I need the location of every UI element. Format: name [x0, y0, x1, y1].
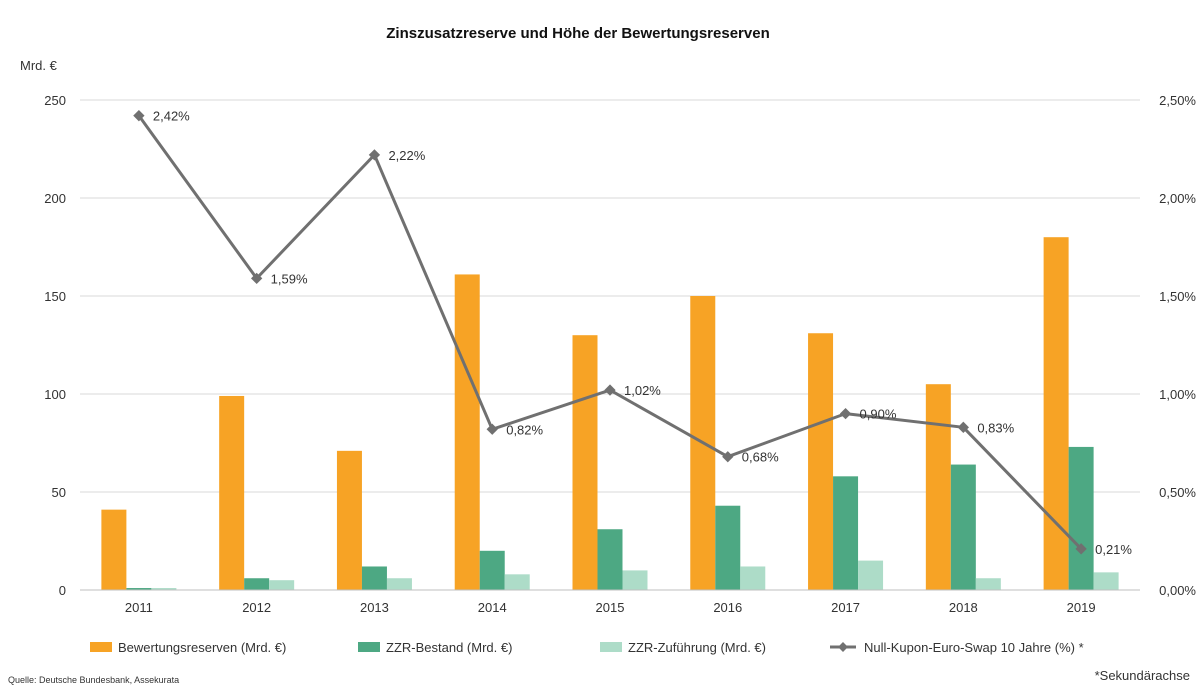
y-tick-label: 100	[44, 387, 66, 402]
bar-2019-series-1	[1043, 237, 1069, 590]
swap-rate-data-label: 0,90%	[860, 407, 897, 422]
x-tick-label: 2013	[360, 600, 389, 615]
bar-2019-series-2	[1068, 446, 1094, 590]
x-tick-label: 2017	[831, 600, 860, 615]
bar-2011-series-3	[151, 588, 177, 590]
x-tick-label: 2018	[949, 600, 978, 615]
bar-2019-series-3	[1093, 572, 1119, 590]
bar-2011-series-1	[101, 509, 127, 590]
secondary-tick-label: 2,00%	[1159, 191, 1196, 206]
secondary-tick-label: 2,50%	[1159, 93, 1196, 108]
chart-title: Zinszusatzreserve und Höhe der Bewertung…	[386, 25, 769, 42]
bar-2018-series-1	[925, 384, 951, 590]
y-tick-label: 0	[59, 583, 66, 598]
bar-2013-series-3	[386, 578, 412, 590]
x-tick-label: 2011	[125, 600, 153, 615]
swap-rate-data-label: 1,02%	[624, 383, 661, 398]
x-tick-label: 2012	[242, 600, 271, 615]
bar-2012-series-3	[269, 580, 295, 590]
y-tick-label: 250	[44, 93, 66, 108]
swap-rate-marker	[1075, 543, 1087, 555]
bar-2016-series-3	[740, 566, 766, 590]
bar-2017-series-3	[858, 560, 884, 590]
swap-rate-marker	[604, 384, 616, 396]
secondary-tick-label: 1,00%	[1159, 387, 1196, 402]
legend-label: ZZR-Zuführung (Mrd. €)	[628, 640, 766, 655]
y-tick-label: 150	[44, 289, 66, 304]
legend-label: Null-Kupon-Euro-Swap 10 Jahre (%) *	[864, 640, 1084, 655]
x-tick-label: 2016	[713, 600, 742, 615]
swap-rate-data-label: 0,68%	[742, 450, 779, 465]
bar-2014-series-2	[479, 550, 505, 590]
swap-rate-data-label: 0,83%	[977, 420, 1014, 435]
bar-2018-series-3	[975, 578, 1001, 590]
swap-rate-data-label: 0,82%	[506, 422, 543, 437]
swap-rate-data-label: 1,59%	[271, 271, 308, 286]
swap-rate-data-label: 2,22%	[388, 148, 425, 163]
bar-2012-series-1	[219, 395, 245, 590]
secondary-tick-label: 1,50%	[1159, 289, 1196, 304]
bar-2015-series-2	[597, 529, 623, 590]
bar-2011-series-2	[126, 588, 152, 590]
bar-2017-series-2	[833, 476, 859, 590]
bar-2014-series-1	[454, 274, 480, 590]
line-series: 2,42% 1,59% 2,22% 0,82% 1,02% 0,68% 0,90% 0,83%…	[133, 109, 1132, 557]
secondary-axis-note: *Sekundärachse	[1095, 668, 1190, 683]
bar-2012-series-2	[244, 578, 270, 590]
x-axis-ticks: 2011 2012 2013 2014 2015 2016 2017 2018 2019	[125, 600, 1096, 615]
bar-2013-series-1	[336, 450, 362, 590]
legend-label: Bewertungsreserven (Mrd. €)	[118, 640, 286, 655]
bar-2016-series-2	[715, 505, 741, 590]
bar-2013-series-2	[361, 566, 387, 590]
bar-2015-series-1	[572, 335, 598, 590]
secondary-axis-ticks: 0,00% 0,50% 1,00% 1,50% 2,00% 2,50%	[1159, 93, 1196, 598]
legend-swatch	[358, 642, 380, 652]
swap-rate-marker	[486, 423, 498, 435]
legend-label: ZZR-Bestand (Mrd. €)	[386, 640, 512, 655]
legend: Bewertungsreserven (Mrd. €) ZZR-Bestand (…	[90, 640, 1084, 655]
swap-rate-marker	[722, 451, 734, 463]
legend-swatch	[90, 642, 112, 652]
legend-marker	[838, 642, 848, 652]
y-axis-unit: Mrd. €	[20, 58, 58, 73]
bar-series	[101, 237, 1119, 590]
swap-rate-data-label: 0,21%	[1095, 542, 1132, 557]
swap-rate-marker	[957, 421, 969, 433]
swap-rate-marker	[839, 407, 852, 420]
swap-rate-data-label: 2,42%	[153, 109, 190, 124]
source-note: Quelle: Deutsche Bundesbank, Assekurata	[8, 675, 179, 685]
bar-2017-series-1	[808, 333, 834, 590]
bar-2018-series-2	[950, 464, 976, 590]
x-tick-label: 2019	[1067, 600, 1096, 615]
secondary-tick-label: 0,50%	[1159, 485, 1196, 500]
y-tick-label: 200	[44, 191, 66, 206]
swap-rate-marker	[368, 149, 381, 161]
x-tick-label: 2014	[478, 600, 507, 615]
y-axis-ticks: 0 50 100 150 200 250	[44, 93, 66, 598]
secondary-tick-label: 0,00%	[1159, 583, 1196, 598]
x-tick-label: 2015	[596, 600, 625, 615]
bar-2015-series-3	[622, 570, 648, 590]
bar-2014-series-3	[504, 574, 530, 590]
y-tick-label: 50	[52, 485, 66, 500]
legend-swatch	[600, 642, 622, 652]
